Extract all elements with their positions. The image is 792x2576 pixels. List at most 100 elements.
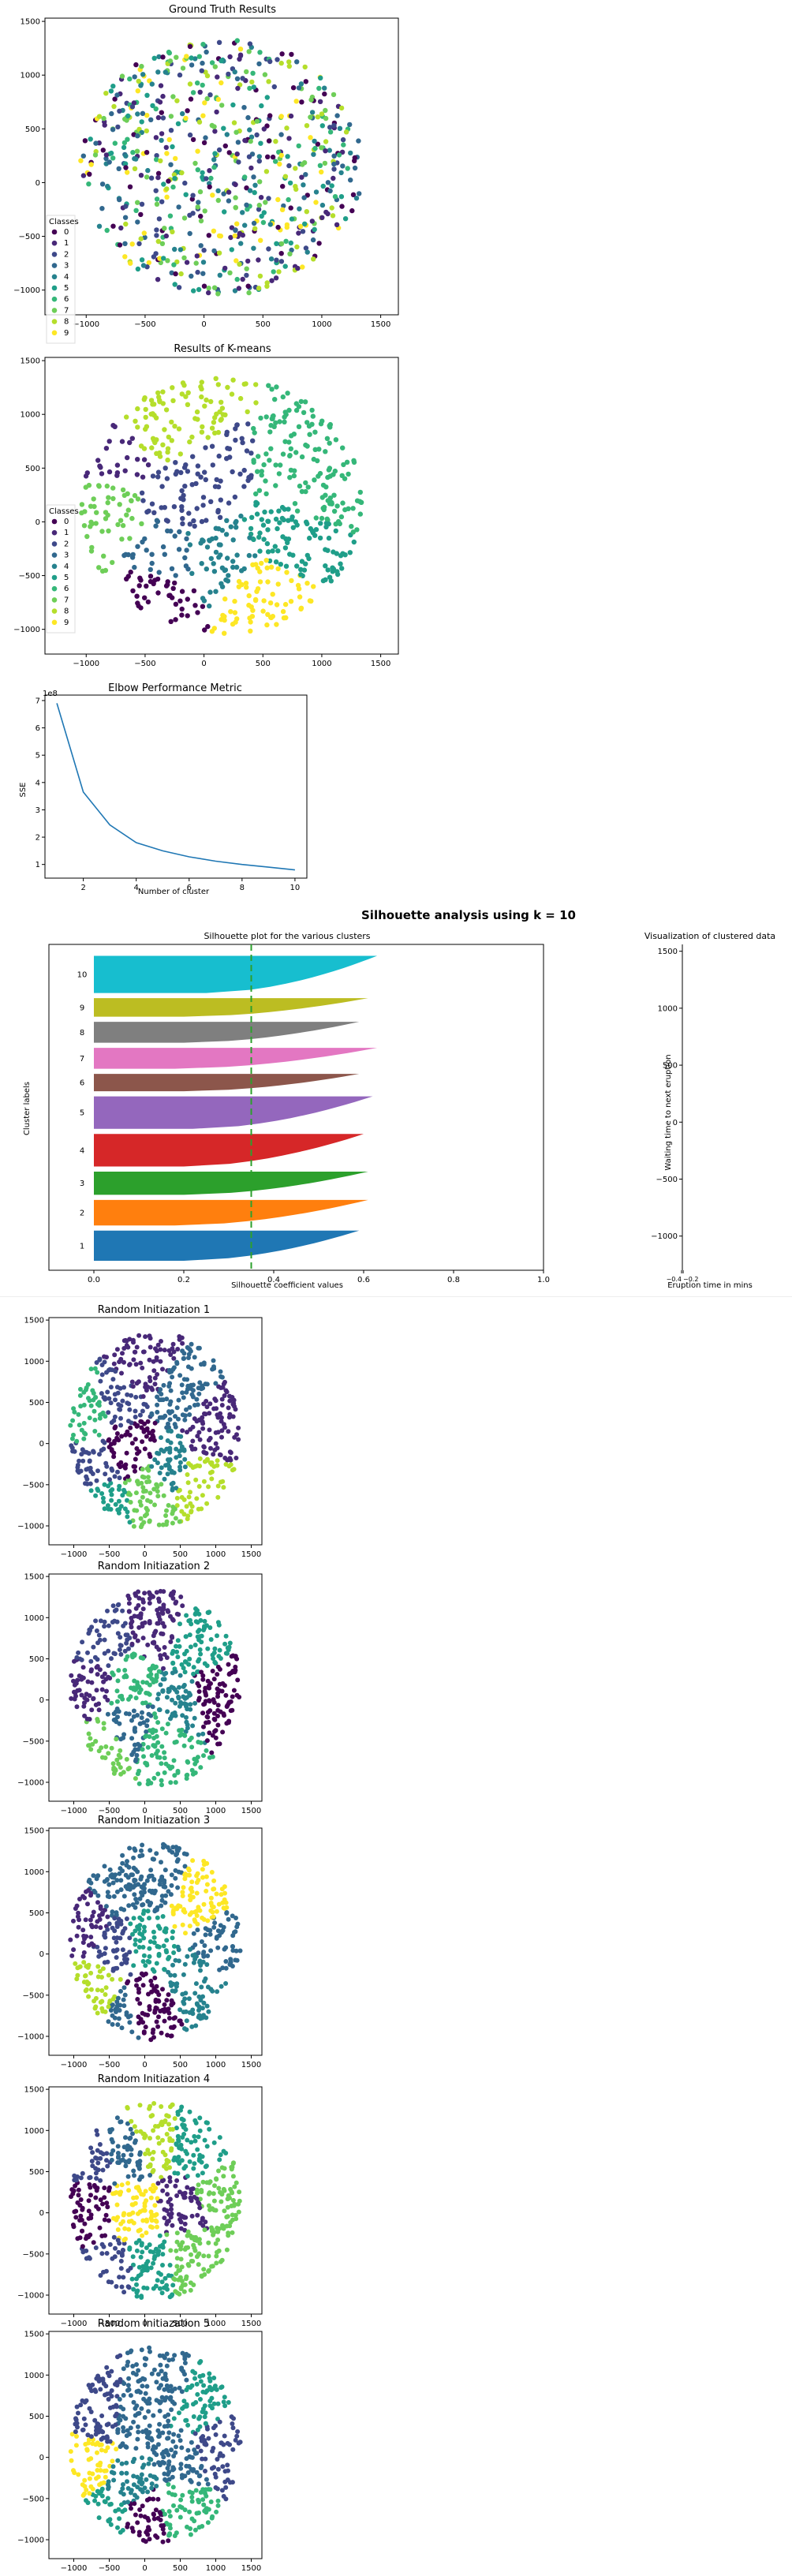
random-init-5-ytick-label: −1000 — [17, 2537, 44, 2545]
km-point — [125, 455, 129, 460]
random-init-4-point — [135, 2249, 140, 2253]
gt-point — [138, 83, 143, 88]
km-point — [244, 581, 248, 585]
random-init-5-point — [154, 2452, 159, 2457]
random-init-4-point — [177, 2292, 181, 2297]
random-init-3-point — [152, 1976, 157, 1980]
gt-point — [308, 97, 313, 102]
random-init-3-point — [204, 1875, 209, 1879]
random-init-4-point — [116, 2151, 121, 2155]
gt-point — [161, 181, 166, 186]
random-init-5-point — [146, 2518, 151, 2523]
gt-point — [242, 138, 247, 143]
random-init-2-point — [174, 1650, 179, 1654]
random-init-5-point — [178, 2466, 183, 2471]
random-init-4-point — [123, 2163, 128, 2168]
clustered-ytick-label: 0 — [673, 1119, 678, 1127]
random-init-1-point — [68, 1423, 73, 1428]
random-init-3-point — [195, 1891, 200, 1896]
random-init-1-point — [156, 1343, 161, 1348]
gt-point — [135, 219, 140, 224]
gt-point — [160, 241, 165, 246]
random-init-3-point — [181, 1972, 186, 1977]
random-init-4-point — [223, 2151, 228, 2155]
gt-point — [128, 185, 133, 189]
random-init-4-point — [75, 2200, 80, 2205]
gt-point — [144, 93, 149, 98]
random-init-4-point — [155, 2278, 160, 2283]
random-init-2-point — [115, 1688, 120, 1693]
random-init-1-point — [163, 1513, 168, 1518]
random-init-3-point — [144, 2025, 148, 2029]
gt-point — [242, 174, 247, 179]
random-init-1-point — [177, 1398, 181, 1403]
gt-point — [286, 136, 291, 140]
random-init-5-point — [129, 2393, 133, 2398]
random-init-2-point — [172, 1758, 177, 1763]
random-init-2-point — [211, 1697, 216, 1702]
random-init-1-point — [149, 1464, 154, 1469]
random-init-1-point — [197, 1346, 202, 1351]
gt-point — [263, 200, 267, 204]
gt-point — [162, 226, 166, 230]
random-init-3-point — [73, 1906, 78, 1911]
random-init-2-point — [71, 1679, 76, 1684]
km-point — [332, 509, 337, 514]
random-init-5-point — [197, 2525, 202, 2529]
random-init-3-point — [129, 1972, 133, 1977]
silhouette-cluster-7-bar — [94, 1048, 377, 1069]
gt-point — [285, 154, 290, 159]
km-point — [351, 458, 356, 463]
random-init-5-point — [174, 2444, 178, 2449]
km-point — [273, 462, 278, 467]
gt-point — [247, 49, 252, 54]
gt-point — [216, 97, 221, 102]
random-init-3-point — [105, 1877, 110, 1882]
km-point — [184, 548, 189, 552]
random-init-4-point — [220, 2223, 225, 2228]
random-init-1-point — [166, 1457, 170, 1462]
gt-point — [330, 205, 334, 210]
random-init-3-point — [131, 1885, 136, 1890]
gt-point — [340, 163, 345, 168]
gt-point — [353, 166, 357, 170]
gt-point — [170, 230, 174, 234]
random-init-2-point — [114, 1719, 118, 1724]
random-init-4-point — [98, 2178, 103, 2183]
random-init-3-ytick-label: 0 — [39, 1950, 44, 1959]
gt-point — [237, 286, 241, 290]
random-init-4-point — [205, 2121, 210, 2125]
random-init-4-point — [102, 2245, 106, 2249]
gt-point — [300, 162, 304, 166]
km-point — [338, 562, 342, 566]
random-init-3-point — [232, 1930, 237, 1935]
gt-point — [136, 88, 140, 93]
random-init-4-point — [204, 2164, 208, 2169]
km-point — [105, 484, 110, 488]
random-init-2-point — [201, 1725, 206, 1729]
random-init-2-point — [102, 1624, 106, 1628]
random-init-2-point — [137, 1782, 142, 1786]
random-init-2-point — [233, 1668, 237, 1673]
random-init-5-point — [140, 2503, 145, 2508]
random-init-2-point — [73, 1697, 77, 1702]
random-init-1-point — [135, 1451, 140, 1456]
gt-point — [227, 54, 232, 59]
random-init-5-point — [106, 2397, 111, 2402]
random-init-5-point — [144, 2477, 148, 2482]
random-init-5-point — [82, 2417, 87, 2421]
random-init-4-point — [92, 2183, 97, 2188]
random-init-5-point — [223, 2496, 228, 2501]
silhouette-title: Silhouette plot for the various clusters — [204, 931, 370, 941]
random-init-1-point — [136, 1482, 140, 1486]
random-init-1-point — [209, 1476, 214, 1481]
random-init-3-xtick-label: 0 — [142, 2061, 147, 2069]
gt-legend-label: 4 — [64, 273, 69, 282]
random-init-2-point — [174, 1644, 178, 1649]
random-init-1-point — [191, 1395, 196, 1400]
random-init-3-point — [104, 1985, 109, 1990]
gt-point — [258, 141, 263, 146]
random-init-5-point — [136, 2425, 140, 2429]
random-init-1-point — [81, 1390, 86, 1395]
gt-point — [341, 137, 346, 142]
